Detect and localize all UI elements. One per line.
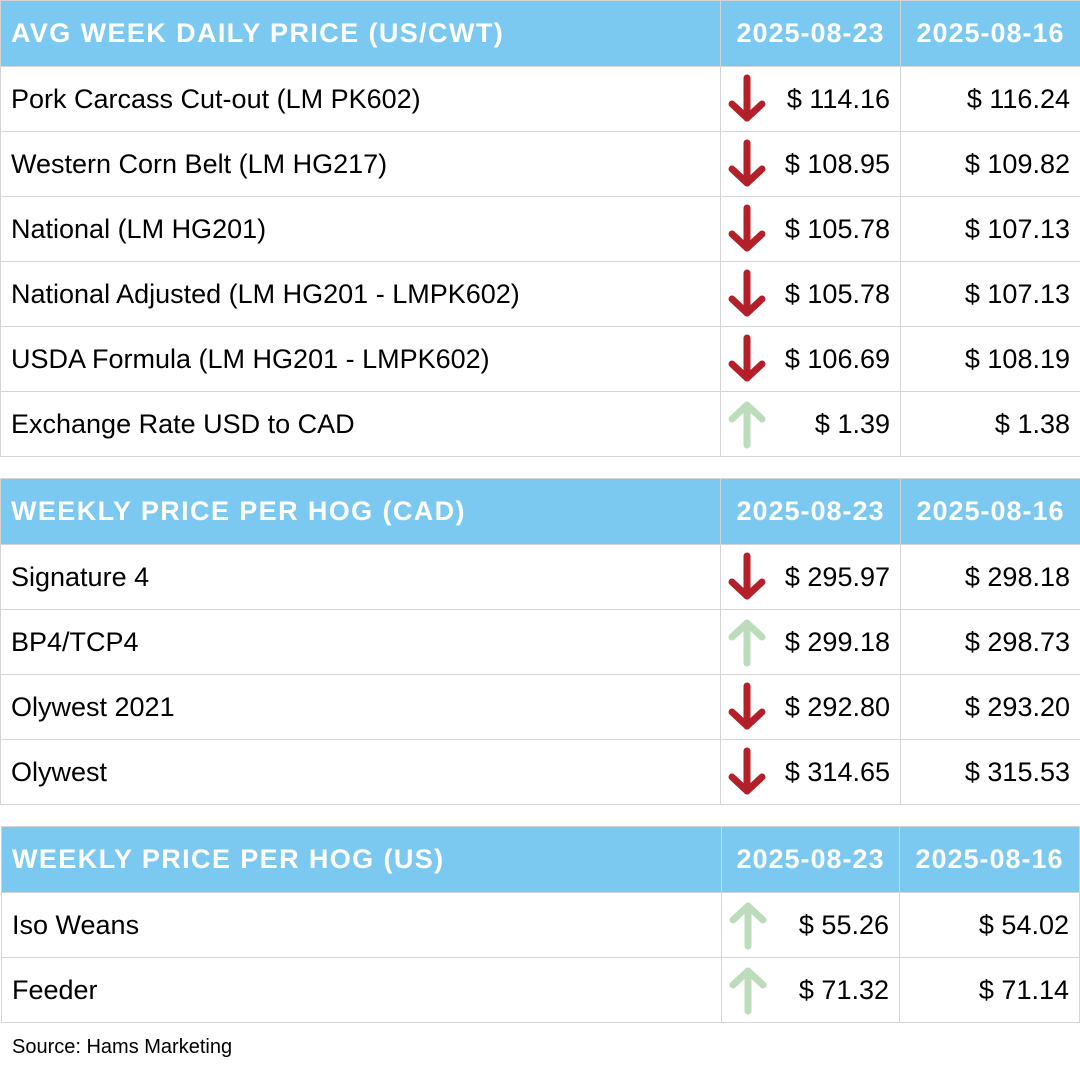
current-date-header: 2025-08-23 — [721, 826, 900, 893]
weekly-price-per-hog-us-table: WEEKLY PRICE PER HOG (US) 2025-08-23 202… — [1, 826, 1080, 1023]
up-arrow-icon — [729, 902, 767, 950]
previous-price: $ 107.13 — [900, 261, 1080, 327]
table-header-row: WEEKLY PRICE PER HOG (CAD) 2025-08-23 20… — [0, 478, 1080, 545]
table-row: BP4/TCP4 $ 299.18 $ 298.73 — [0, 609, 1080, 675]
current-price-cell: $ 105.78 — [720, 196, 901, 262]
current-price: $ 108.95 — [784, 148, 890, 179]
previous-price: $ 71.14 — [899, 957, 1080, 1023]
previous-price: $ 107.13 — [900, 196, 1080, 262]
table-header-row: AVG WEEK DAILY PRICE (US/CWT) 2025-08-23… — [0, 0, 1080, 67]
down-arrow-icon — [728, 747, 766, 795]
previous-price: $ 315.53 — [900, 739, 1080, 805]
avg-week-daily-price-table: AVG WEEK DAILY PRICE (US/CWT) 2025-08-23… — [0, 0, 1080, 457]
row-label: BP4/TCP4 — [0, 609, 721, 675]
up-arrow-icon — [729, 967, 767, 1015]
source-note: Source: Hams Marketing — [12, 1036, 233, 1058]
down-arrow-icon — [728, 334, 766, 382]
table-row: Olywest $ 314.65 $ 315.53 — [0, 739, 1080, 805]
row-label: Iso Weans — [1, 892, 722, 958]
current-price-cell: $ 55.26 — [721, 892, 900, 958]
down-arrow-icon — [728, 74, 766, 122]
current-date-header: 2025-08-23 — [720, 478, 901, 545]
previous-price: $ 293.20 — [900, 674, 1080, 740]
table-header-row: WEEKLY PRICE PER HOG (US) 2025-08-23 202… — [1, 826, 1080, 893]
previous-date-header: 2025-08-16 — [899, 826, 1080, 893]
current-price-cell: $ 105.78 — [720, 261, 901, 327]
table-row: Olywest 2021 $ 292.80 $ 293.20 — [0, 674, 1080, 740]
previous-date-header: 2025-08-16 — [900, 478, 1080, 545]
row-label: Exchange Rate USD to CAD — [0, 391, 721, 457]
table-row: Signature 4 $ 295.97 $ 298.18 — [0, 544, 1080, 610]
down-arrow-icon — [728, 204, 766, 252]
previous-date-header: 2025-08-16 — [900, 0, 1080, 67]
up-arrow-icon — [728, 619, 766, 667]
current-price-cell: $ 314.65 — [720, 739, 901, 805]
current-price-cell: $ 108.95 — [720, 131, 901, 197]
table-row: Western Corn Belt (LM HG217) $ 108.95 $ 10… — [0, 131, 1080, 197]
current-price-cell: $ 106.69 — [720, 326, 901, 392]
current-price: $ 55.26 — [798, 909, 889, 940]
table-row: National (LM HG201) $ 105.78 $ 107.13 — [0, 196, 1080, 262]
table-row: National Adjusted (LM HG201 - LMPK602) $ … — [0, 261, 1080, 327]
up-arrow-icon — [728, 401, 766, 449]
row-label: Pork Carcass Cut-out (LM PK602) — [0, 66, 721, 132]
previous-price: $ 1.38 — [900, 391, 1080, 457]
row-label: Olywest — [0, 739, 721, 805]
previous-price: $ 298.73 — [900, 609, 1080, 675]
current-price: $ 295.97 — [784, 561, 890, 592]
previous-price: $ 108.19 — [900, 326, 1080, 392]
current-price-cell: $ 295.97 — [720, 544, 901, 610]
previous-price: $ 116.24 — [900, 66, 1080, 132]
current-price: $ 114.16 — [786, 83, 890, 114]
current-price: $ 299.18 — [784, 626, 890, 657]
table-row: Iso Weans $ 55.26 $ 54.02 — [1, 892, 1080, 958]
current-price-cell: $ 292.80 — [720, 674, 901, 740]
weekly-price-per-hog-cad-table: WEEKLY PRICE PER HOG (CAD) 2025-08-23 20… — [0, 478, 1080, 805]
row-label: USDA Formula (LM HG201 - LMPK602) — [0, 326, 721, 392]
current-price: $ 71.32 — [798, 974, 889, 1005]
previous-price: $ 298.18 — [900, 544, 1080, 610]
table-row: Exchange Rate USD to CAD $ 1.39 $ 1.38 — [0, 391, 1080, 457]
row-label: Western Corn Belt (LM HG217) — [0, 131, 721, 197]
row-label: National Adjusted (LM HG201 - LMPK602) — [0, 261, 721, 327]
current-price: $ 105.78 — [784, 213, 890, 244]
current-price: $ 105.78 — [784, 278, 890, 309]
table-row: Feeder $ 71.32 $ 71.14 — [1, 957, 1080, 1023]
row-label: Olywest 2021 — [0, 674, 721, 740]
current-price-cell: $ 114.16 — [720, 66, 901, 132]
current-date-header: 2025-08-23 — [720, 0, 901, 67]
table-row: Pork Carcass Cut-out (LM PK602) $ 114.16 $… — [0, 66, 1080, 132]
down-arrow-icon — [728, 139, 766, 187]
previous-price: $ 109.82 — [900, 131, 1080, 197]
current-price-cell: $ 1.39 — [720, 391, 901, 457]
table-title: AVG WEEK DAILY PRICE (US/CWT) — [0, 0, 721, 67]
table-title: WEEKLY PRICE PER HOG (US) — [1, 826, 722, 893]
current-price-cell: $ 299.18 — [720, 609, 901, 675]
current-price-cell: $ 71.32 — [721, 957, 900, 1023]
table-row: USDA Formula (LM HG201 - LMPK602) $ 106.6… — [0, 326, 1080, 392]
current-price: $ 1.39 — [814, 408, 890, 439]
table-title: WEEKLY PRICE PER HOG (CAD) — [0, 478, 721, 545]
row-label: Signature 4 — [0, 544, 721, 610]
down-arrow-icon — [728, 682, 766, 730]
previous-price: $ 54.02 — [899, 892, 1080, 958]
current-price: $ 106.69 — [784, 343, 890, 374]
row-label: Feeder — [1, 957, 722, 1023]
down-arrow-icon — [728, 552, 766, 600]
current-price: $ 314.65 — [784, 756, 890, 787]
row-label: National (LM HG201) — [0, 196, 721, 262]
current-price: $ 292.80 — [784, 691, 890, 722]
down-arrow-icon — [728, 269, 766, 317]
